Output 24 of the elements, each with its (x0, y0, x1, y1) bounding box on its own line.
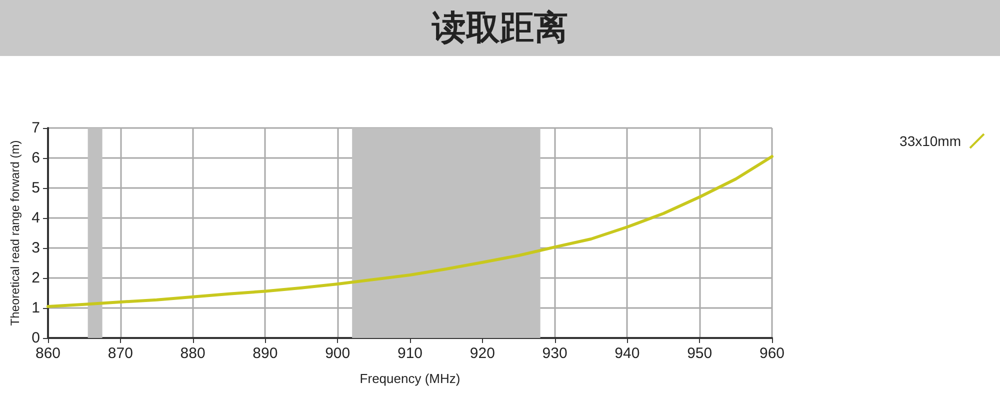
y-tick-label: 2 (32, 270, 40, 286)
chart-title: 读取距离 (0, 0, 1000, 56)
x-tick-label: 890 (252, 345, 278, 362)
x-tick-label: 960 (759, 345, 785, 362)
x-tick-label: 900 (325, 345, 350, 362)
x-tick-label: 920 (470, 345, 495, 362)
y-tick-label: 6 (32, 150, 40, 166)
y-tick-label: 4 (32, 210, 40, 226)
legend-label: 33x10mm (900, 133, 961, 149)
x-tick-label: 950 (687, 345, 712, 362)
x-tick-label: 930 (542, 345, 568, 362)
x-tick-label: 870 (108, 345, 133, 362)
y-axis-title: Theoretical read range forward (m) (8, 140, 22, 326)
x-axis-title: Frequency (MHz) (360, 371, 460, 386)
x-tick-label: 860 (35, 345, 61, 362)
line-series (46, 155, 774, 308)
y-tick-label: 5 (32, 180, 40, 196)
y-tick-label: 7 (32, 120, 40, 136)
y-tick-label: 3 (32, 240, 40, 256)
x-tick-label: 940 (614, 345, 640, 362)
y-tick-label: 1 (32, 300, 40, 316)
x-tick-label: 880 (180, 345, 206, 362)
x-tick-label: 910 (397, 345, 423, 362)
y-tick-label: 0 (32, 330, 40, 346)
